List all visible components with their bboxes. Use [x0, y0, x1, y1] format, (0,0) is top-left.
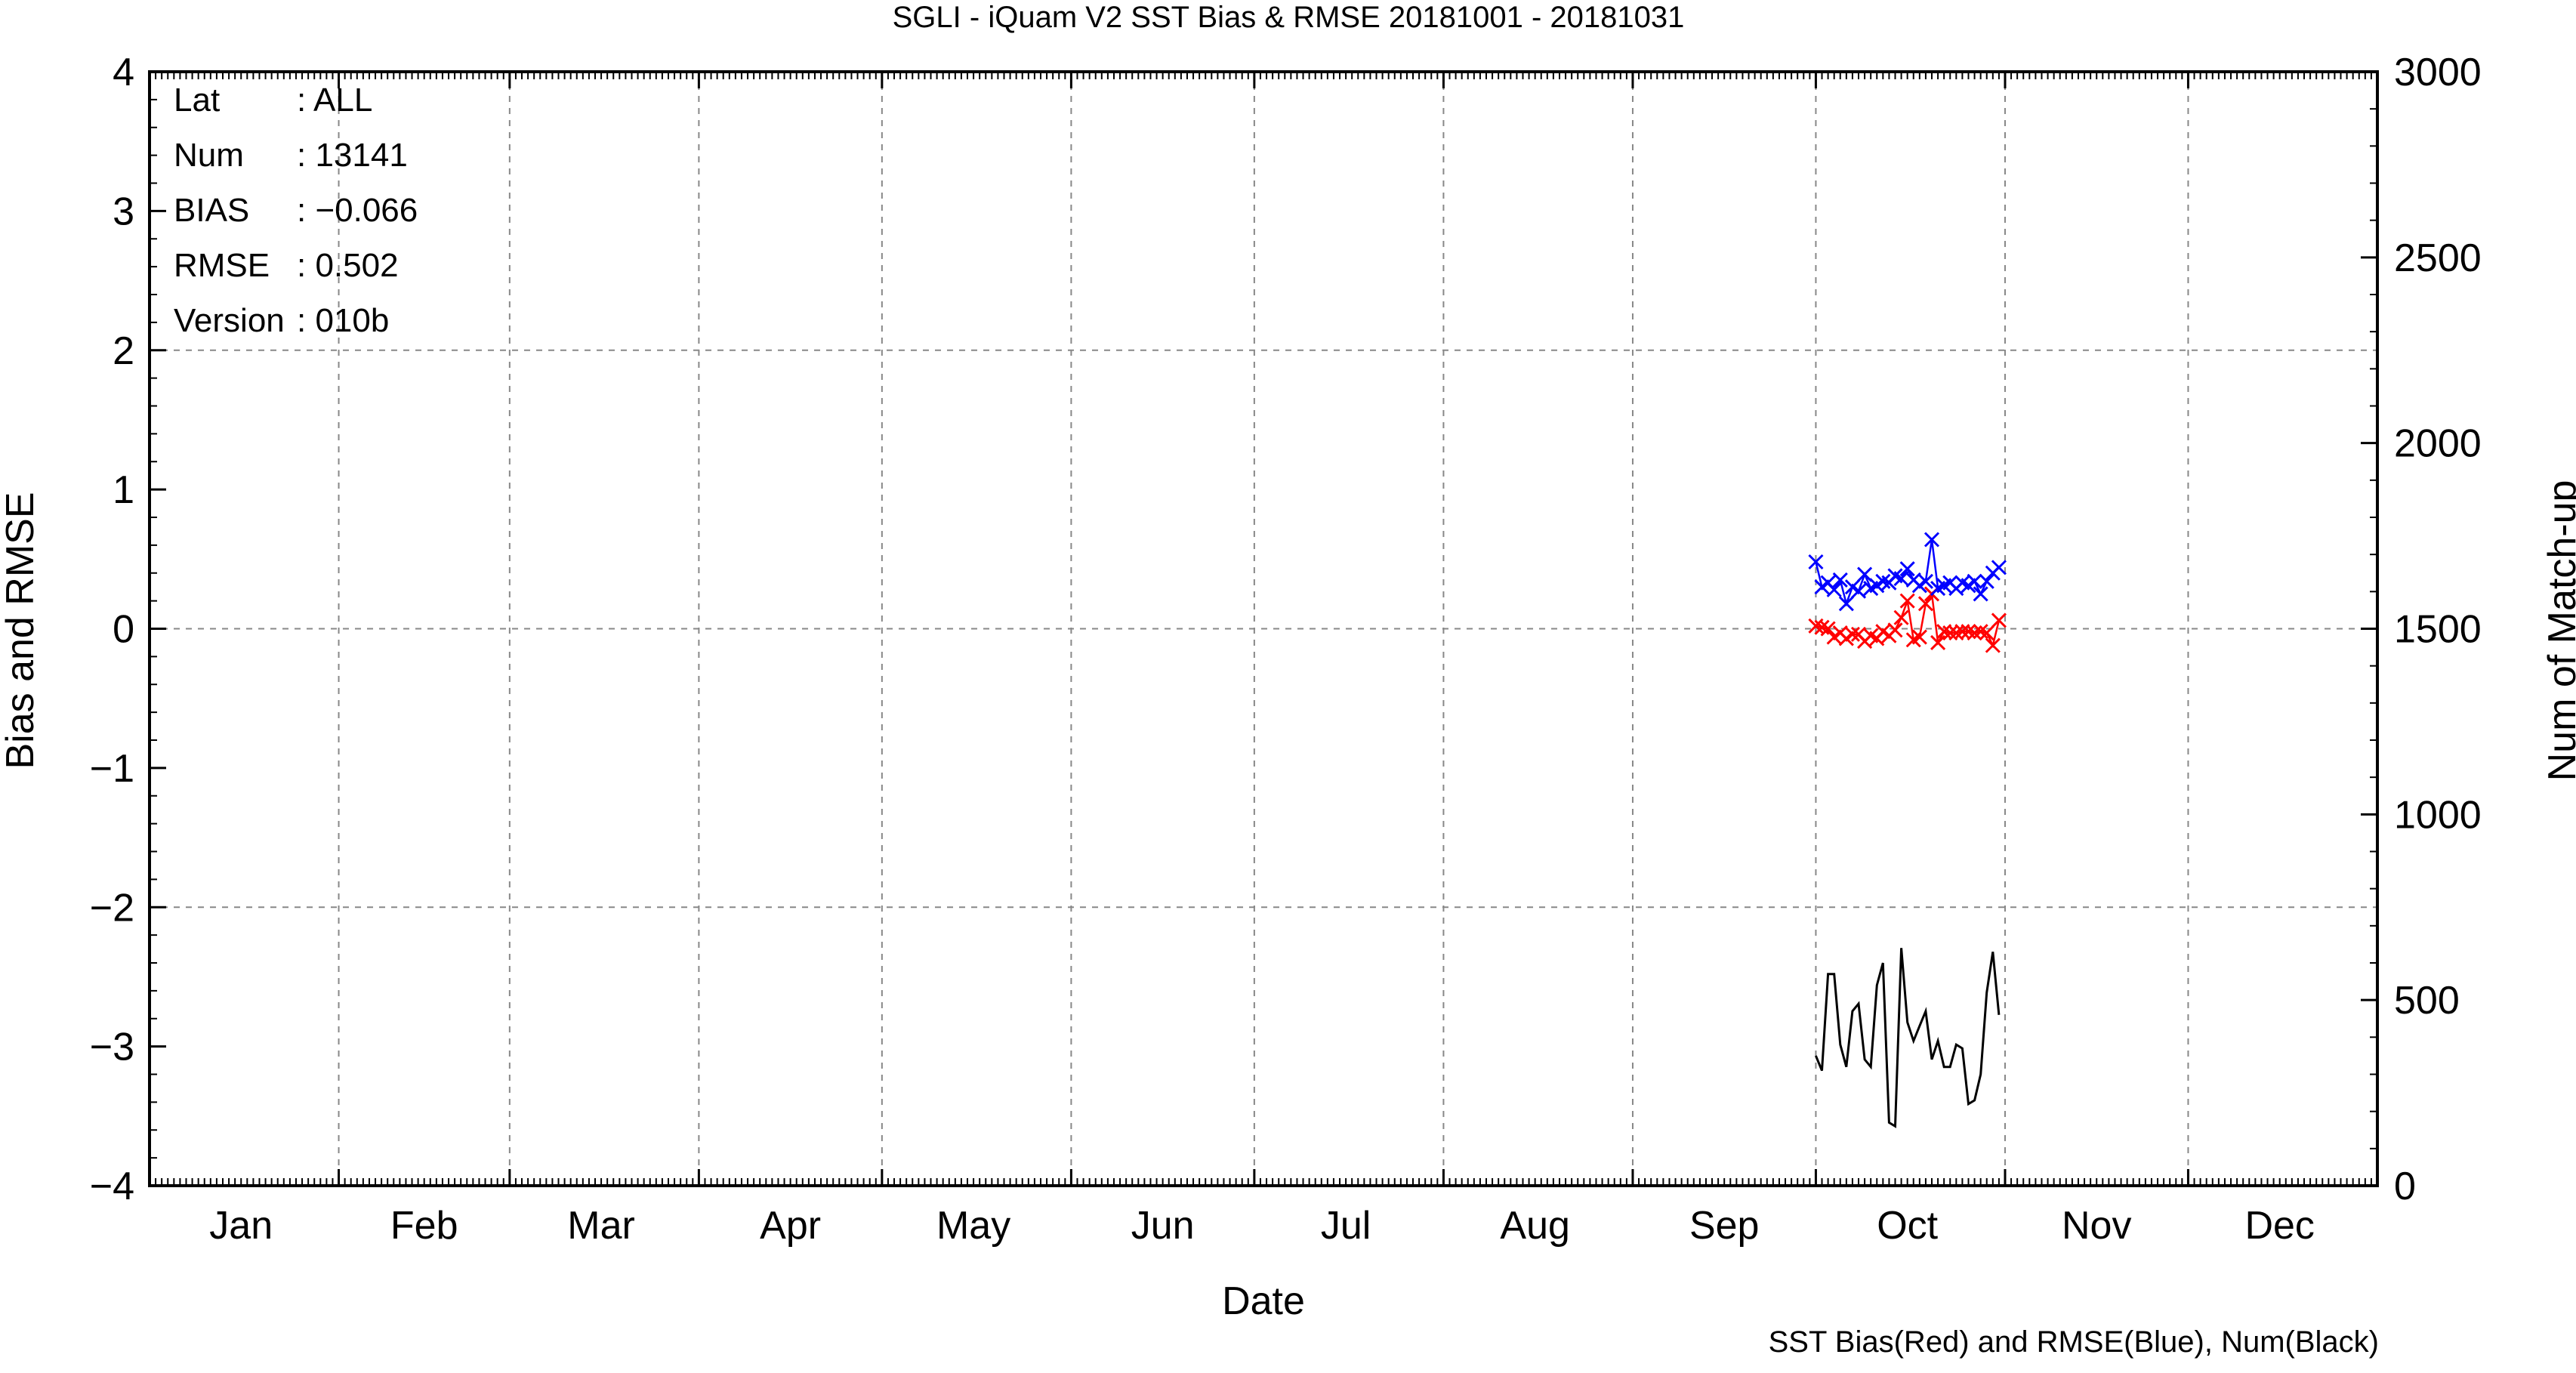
data-point-marker: [1857, 566, 1873, 582]
data-point-marker: [1924, 532, 1940, 548]
grid-layer: [150, 72, 2377, 1186]
data-point-marker: [1887, 622, 1903, 638]
y2-axis-label: Num of Match-up: [2541, 480, 2576, 782]
stats-value: : ALL: [297, 82, 372, 119]
data-point-marker: [1850, 583, 1867, 599]
x-tick-label: Mar: [567, 1204, 635, 1248]
y-tick-label: 1: [113, 468, 134, 512]
x-tick-label: Sep: [1689, 1204, 1760, 1248]
stats-label: Num: [174, 137, 244, 174]
data-point-marker: [1838, 596, 1854, 612]
data-point-marker: [1820, 621, 1836, 637]
stats-label: BIAS: [174, 192, 249, 229]
x-tick-label: Dec: [2244, 1204, 2314, 1248]
x-tick-label: Nov: [2062, 1204, 2131, 1248]
data-point-marker: [1979, 573, 1994, 589]
data-point-marker: [1899, 561, 1915, 577]
data-point-marker: [1826, 582, 1842, 597]
data-point-marker: [1808, 554, 1824, 570]
data-point-marker: [1942, 625, 1958, 641]
y-tick-label: 0: [113, 608, 134, 652]
x-tick-label: Jul: [1321, 1204, 1371, 1248]
data-point-marker: [1917, 596, 1933, 612]
stats-label: RMSE: [174, 247, 270, 284]
y-tick-label: −3: [90, 1026, 134, 1069]
y-tick-label: 4: [113, 51, 134, 94]
axes-layer: [148, 70, 2379, 1187]
data-point-marker: [1973, 586, 1988, 602]
data-point-marker: [1917, 573, 1933, 589]
y2-tick-label: 1000: [2394, 793, 2482, 837]
y-tick-label: −1: [90, 747, 134, 791]
y2-tick-label: 500: [2394, 979, 2460, 1023]
y2-tick-label: 2500: [2394, 236, 2482, 280]
y-tick-label: 3: [113, 190, 134, 233]
stats-value: : 13141: [297, 137, 408, 174]
data-point-marker: [1899, 593, 1915, 609]
stats-box: Lat : ALL Num : 13141 BIAS : −0.066 RMSE : 0.50…: [174, 82, 418, 339]
x-tick-label: Jan: [209, 1204, 273, 1248]
x-tick-label: May: [936, 1204, 1010, 1248]
data-point-marker: [1985, 637, 2001, 653]
stats-value: : 010b: [297, 302, 389, 339]
y-tick-label: 2: [113, 329, 134, 373]
y2-tick-label: 2000: [2394, 422, 2482, 466]
stats-value: : −0.066: [297, 192, 418, 229]
x-tick-label: Oct: [1877, 1204, 1938, 1248]
y-axis-label: Bias and RMSE: [0, 492, 42, 769]
data-point-marker: [1991, 560, 2007, 575]
stats-label: Version: [174, 302, 285, 339]
series-layer: [1808, 532, 2007, 1128]
x-axis-label: Date: [1222, 1279, 1305, 1323]
x-tick-label: Aug: [1500, 1204, 1570, 1248]
stats-value: : 0.502: [297, 247, 399, 284]
x-tick-label: Jun: [1131, 1204, 1195, 1248]
chart-note: SST Bias(Red) and RMSE(Blue), Num(Black): [1769, 1325, 2379, 1359]
data-point-marker: [1954, 624, 1970, 640]
data-point-marker: [1893, 609, 1909, 625]
x-tick-label: Apr: [760, 1204, 821, 1248]
data-point-marker: [1991, 612, 2007, 628]
chart-title: SGLI - iQuam V2 SST Bias & RMSE 20181001…: [893, 1, 1685, 34]
y-tick-label: −4: [90, 1165, 134, 1208]
data-point-marker: [1911, 629, 1927, 645]
data-point-marker: [1844, 626, 1860, 642]
data-point-marker: [1893, 571, 1909, 587]
data-point-marker: [1930, 634, 1946, 650]
y2-tick-label: 3000: [2394, 51, 2482, 94]
data-point-marker: [1832, 572, 1848, 588]
data-point-marker: [1979, 625, 1994, 641]
data-point-marker: [1967, 573, 1982, 589]
y-tick-label: −2: [90, 886, 134, 930]
x-tick-label: Feb: [390, 1204, 458, 1248]
series-line-2: [1815, 948, 2001, 1128]
y2-tick-label: 1500: [2394, 608, 2482, 652]
stats-label: Lat: [174, 82, 220, 119]
y2-tick-label: 0: [2394, 1165, 2416, 1208]
